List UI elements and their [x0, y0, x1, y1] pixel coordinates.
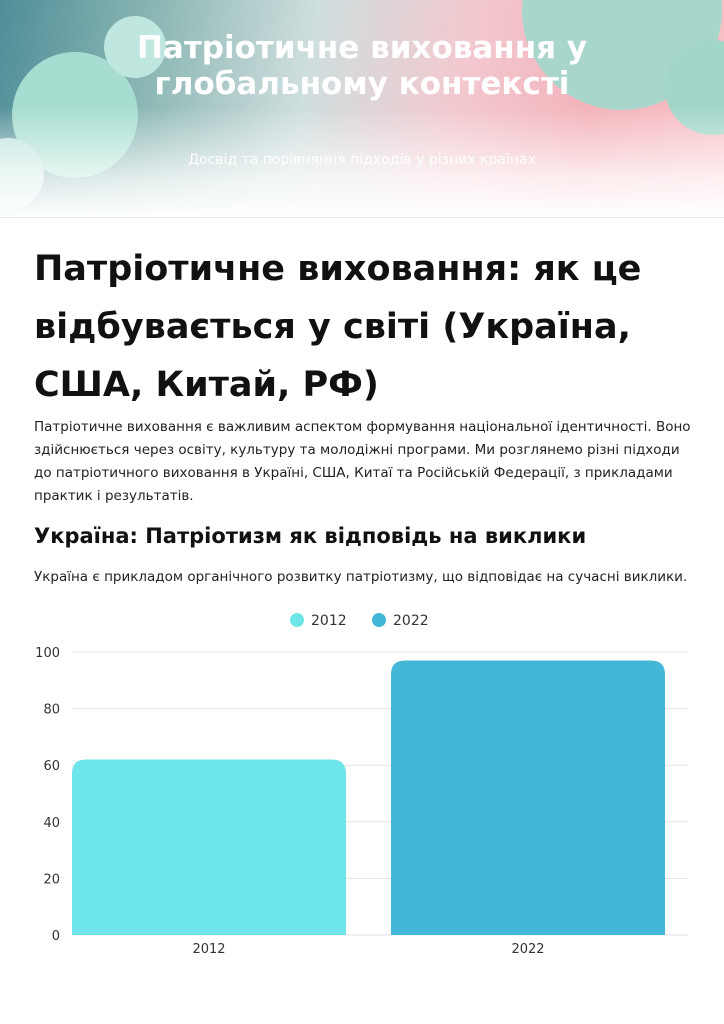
- bar-chart-svg: 0 20 40 60 80 100 2012 2022 2012 2022: [35, 613, 688, 957]
- legend-swatch: [372, 613, 386, 627]
- header-fade: [0, 107, 724, 217]
- y-tick-label: 100: [35, 646, 60, 661]
- article-intro: Патріотичне виховання є важливим аспекто…: [34, 419, 691, 504]
- y-tick-label: 0: [52, 929, 60, 944]
- hero-subtitle: Досвід та порівняння підходів у різних к…: [188, 152, 536, 168]
- y-tick-label: 20: [43, 872, 60, 887]
- legend-label: 2022: [393, 613, 429, 629]
- section-title: Україна: Патріотизм як відповідь на викл…: [34, 524, 587, 548]
- x-tick-label: 2022: [511, 942, 544, 957]
- legend-label: 2012: [311, 613, 347, 629]
- bar-chart: 0 20 40 60 80 100 2012 2022 2012 2022: [0, 600, 724, 980]
- decorative-bubble: [104, 16, 166, 78]
- article-title: Патріотичне виховання: як це відбуваєтьс…: [34, 249, 642, 405]
- legend-swatch: [290, 613, 304, 627]
- x-tick-label: 2012: [192, 942, 225, 957]
- bar-2022: [391, 660, 665, 935]
- section-text: Україна є прикладом органічного розвитку…: [34, 569, 688, 585]
- y-tick-label: 60: [43, 759, 60, 774]
- header-banner: Патріотичне виховання у глобальному конт…: [0, 0, 724, 218]
- y-tick-label: 40: [43, 816, 60, 831]
- y-tick-label: 80: [43, 703, 60, 718]
- hero-title: Патріотичне виховання у глобальному конт…: [136, 30, 588, 102]
- bar-2012: [72, 759, 346, 935]
